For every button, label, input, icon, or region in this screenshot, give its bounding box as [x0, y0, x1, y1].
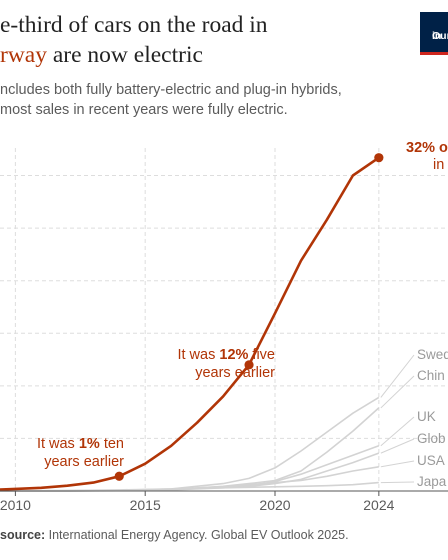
- annotation-ten-years-line2: years earlier: [44, 454, 124, 470]
- x-tick-label-2020: 2020: [259, 497, 290, 513]
- x-tick-label-2010: 2010: [0, 497, 31, 513]
- series-leader-uk: [380, 416, 415, 447]
- chart-title: e-third of cars on the road in rway are n…: [0, 12, 268, 68]
- annotation-latest: 32% o: [406, 140, 448, 156]
- series-label-usa: USA: [417, 453, 445, 468]
- annotation-five-years-line2: years earlier: [195, 365, 275, 381]
- series-label-chin: Chin: [417, 368, 445, 383]
- chart-subtitle: ncludes both fully battery-electric and …: [0, 82, 342, 118]
- series-label-uk: UK: [417, 409, 436, 424]
- series-label-japa: Japa: [417, 474, 447, 489]
- series-leader-japa: [380, 481, 415, 484]
- series-labels: Swed Chin UK Glob USA Japa: [380, 347, 448, 489]
- data-marker-1: [114, 471, 124, 481]
- series-line-japa: [0, 481, 379, 492]
- series-leader-glob: [380, 438, 415, 454]
- x-axis: 2010 2015 2020 2024: [0, 490, 448, 513]
- annotation-latest-line2: in: [433, 157, 444, 173]
- data-marker-3: [374, 153, 384, 163]
- annotation-ten-years: It was 1% ten: [37, 436, 124, 452]
- series-leader-swed: [380, 354, 415, 398]
- series-label-glob: Glob: [417, 431, 446, 446]
- owid-logo[interactable]: Our in: [420, 12, 448, 55]
- series-label-swed: Swed: [417, 347, 448, 362]
- chart-source: source: International Energy Agency. Glo…: [0, 528, 349, 542]
- series-leader-usa: [380, 460, 415, 468]
- annotation-five-years: It was 12% five: [177, 347, 275, 363]
- x-tick-label-2015: 2015: [130, 497, 161, 513]
- norway-series: [0, 153, 384, 491]
- data-marker-2: [244, 360, 254, 370]
- gridlines: [0, 148, 448, 491]
- series-leader-chin: [380, 375, 415, 409]
- series-line-norway: [0, 156, 380, 491]
- x-tick-label-2024: 2024: [363, 497, 394, 513]
